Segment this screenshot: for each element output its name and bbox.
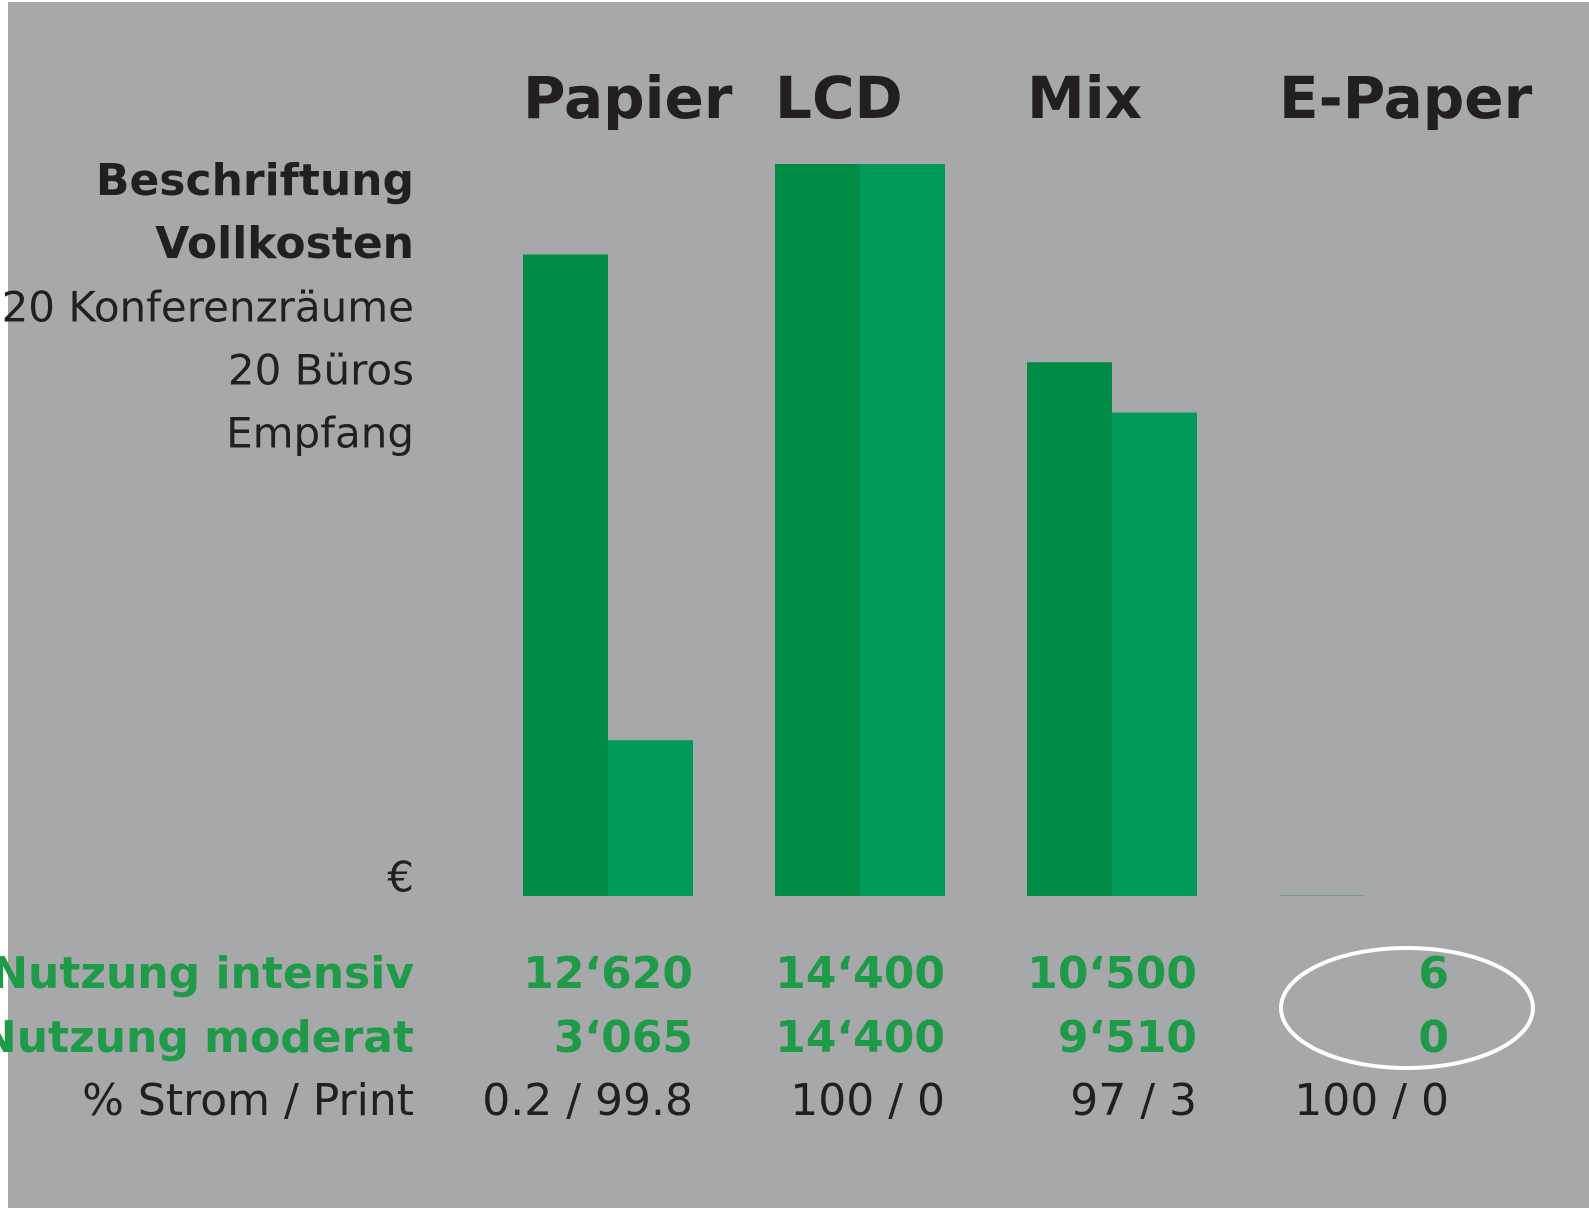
category-label: Papier	[523, 64, 733, 132]
title-line: Beschriftung	[96, 155, 414, 206]
row-value: 0.2 / 99.8	[482, 1075, 693, 1126]
row-value: 100 / 0	[1294, 1075, 1449, 1126]
value-label: 10‘500	[1027, 948, 1197, 999]
highlight-ellipse	[1279, 946, 1535, 1070]
legend-label: Nutzung moderat	[0, 1012, 414, 1063]
unit-label: €	[387, 853, 414, 902]
bar	[775, 164, 860, 896]
row-value: 100 / 0	[790, 1075, 945, 1126]
value-label: 6	[1418, 948, 1449, 999]
title-line: Vollkosten	[155, 218, 414, 269]
subtitle-line: Empfang	[226, 409, 414, 458]
category-label: Mix	[1027, 64, 1142, 132]
value-label: 14‘400	[775, 948, 945, 999]
bar	[1027, 362, 1112, 896]
bar	[608, 740, 693, 896]
value-label: 14‘400	[775, 1012, 945, 1063]
legend-label: Nutzung intensiv	[0, 948, 414, 999]
bar	[860, 164, 945, 896]
value-label: 0	[1418, 1012, 1449, 1063]
value-label: 9‘510	[1058, 1012, 1197, 1063]
bar	[523, 254, 608, 896]
row-label: % Strom / Print	[82, 1075, 414, 1126]
category-label: LCD	[775, 64, 903, 132]
row-value: 97 / 3	[1070, 1075, 1197, 1126]
category-label: E-Paper	[1279, 64, 1533, 132]
bar	[1112, 412, 1197, 896]
subtitle-line: 20 Büros	[228, 346, 414, 395]
value-label: 3‘065	[554, 1012, 693, 1063]
value-label: 12‘620	[523, 948, 693, 999]
subtitle-line: 20 Konferenzräume	[2, 283, 414, 332]
